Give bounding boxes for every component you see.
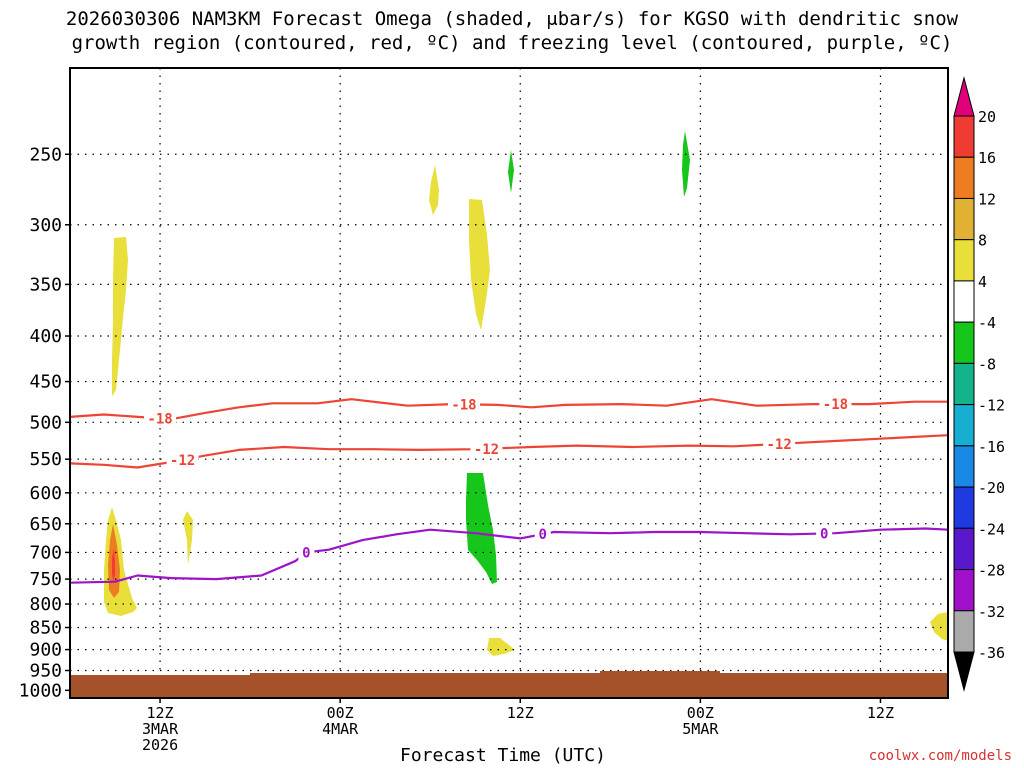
colorbar-tick-label: -8 bbox=[978, 355, 996, 373]
colorbar-tick-label: -32 bbox=[978, 603, 1005, 621]
colorbar-block bbox=[953, 404, 975, 447]
contour-label: -18 bbox=[451, 397, 476, 413]
colorbar-tick-label: -12 bbox=[978, 397, 1005, 415]
plot-background bbox=[70, 68, 948, 698]
contour-label: 0 bbox=[302, 545, 310, 561]
y-tick-label: 900 bbox=[29, 640, 62, 661]
y-tick-label: 550 bbox=[29, 449, 62, 470]
source-credit: coolwx.com/models bbox=[868, 748, 1012, 764]
colorbar-tick-label: 16 bbox=[978, 149, 996, 167]
colorbar-block bbox=[953, 362, 975, 406]
x-tick-label: 5MAR bbox=[682, 720, 719, 738]
colorbar-bottom-triangle bbox=[953, 651, 975, 692]
sinking-green-column bbox=[466, 473, 497, 584]
y-tick-label: 950 bbox=[29, 661, 62, 682]
contour-label-background bbox=[819, 396, 852, 413]
contour-label-background bbox=[534, 526, 551, 543]
colorbar-block bbox=[953, 527, 975, 571]
freezing-level-0 bbox=[70, 527, 948, 584]
y-tick-label: 350 bbox=[29, 274, 62, 295]
contour-label: -12 bbox=[474, 442, 499, 458]
y-tick-label: 400 bbox=[29, 326, 62, 347]
x-tick-label: 00Z bbox=[687, 704, 714, 722]
contour-label: 0 bbox=[820, 526, 828, 542]
y-tick-label: 500 bbox=[29, 412, 62, 433]
colorbar-top-triangle bbox=[953, 76, 975, 117]
y-axis: 2503003504004505005506006507007508008509… bbox=[19, 144, 70, 701]
colorbar-block bbox=[953, 610, 975, 653]
colorbar-block bbox=[953, 486, 975, 529]
contour-label-background bbox=[447, 396, 480, 413]
y-tick-label: 300 bbox=[29, 215, 62, 236]
colorbar-tick-label: -16 bbox=[978, 438, 1005, 456]
contour-label-background bbox=[298, 544, 315, 561]
colorbar-block bbox=[953, 197, 975, 241]
chart-title-line-2: growth region (contoured, red, ºC) and f… bbox=[71, 32, 953, 54]
colorbar-block bbox=[953, 445, 975, 488]
rising-yellow-thin-plume bbox=[183, 511, 193, 565]
colorbar-block bbox=[953, 321, 975, 364]
rising-yellow-right-edge-blob bbox=[930, 612, 948, 641]
colorbar: 20 16 12 8 4 -4 -8 -12 -16 -20 -24 -28 -32 -36 bbox=[953, 76, 1005, 692]
contour-label: -12 bbox=[170, 453, 195, 469]
y-tick-label: 750 bbox=[29, 569, 62, 590]
grid-lines bbox=[70, 68, 948, 698]
rising-yellow-mid-column bbox=[469, 199, 490, 330]
colorbar-block bbox=[953, 156, 975, 199]
y-tick-label: 650 bbox=[29, 514, 62, 535]
colorbar-tick-label: 20 bbox=[978, 108, 996, 126]
rising-red-core bbox=[112, 548, 115, 582]
sinking-green-sliver-1 bbox=[508, 150, 514, 193]
colorbar-block bbox=[953, 280, 975, 323]
x-tick-label: 00Z bbox=[327, 704, 354, 722]
colorbar-tick-label: 8 bbox=[978, 232, 987, 250]
colorbar-tick-label: -28 bbox=[978, 562, 1005, 580]
x-tick-label: 12Z bbox=[867, 704, 894, 722]
contour-label: -18 bbox=[147, 411, 172, 427]
y-tick-label: 700 bbox=[29, 542, 62, 563]
colorbar-block bbox=[953, 239, 975, 282]
contour-label: -12 bbox=[767, 437, 792, 453]
y-tick-label: 600 bbox=[29, 483, 62, 504]
colorbar-tick-label: 12 bbox=[978, 190, 996, 208]
contour-label-background bbox=[470, 440, 503, 457]
rising-yellow-plume-upper bbox=[112, 237, 128, 396]
colorbar-tick-label: 4 bbox=[978, 273, 987, 291]
y-tick-label: 800 bbox=[29, 594, 62, 615]
x-tick-label: 4MAR bbox=[322, 720, 359, 738]
contour-label-background bbox=[763, 435, 796, 452]
chart-title-line-1: 2026030306 NAM3KM Forecast Omega (shaded… bbox=[65, 8, 959, 30]
x-tick-label: 12Z bbox=[507, 704, 534, 722]
colorbar-tick-label: -24 bbox=[978, 520, 1005, 538]
contour-label-background bbox=[166, 451, 199, 468]
colorbar-tick-label: -20 bbox=[978, 479, 1005, 497]
colorbar-tick-label: -4 bbox=[978, 314, 996, 332]
x-tick-label: 3MAR bbox=[142, 720, 179, 738]
y-tick-label: 850 bbox=[29, 617, 62, 638]
omega-shading bbox=[104, 131, 948, 656]
contour-label-background bbox=[816, 525, 833, 542]
terrain-below-ground bbox=[70, 671, 948, 698]
rising-yellow-low-blob bbox=[487, 638, 515, 656]
plot-frame bbox=[69, 67, 949, 699]
y-tick-label: 1000 bbox=[19, 680, 62, 701]
colorbar-block bbox=[953, 569, 975, 612]
contour-labels: -18 -18 -18 -12 -12 -12 0 0 0 bbox=[144, 396, 852, 561]
y-tick-label: 250 bbox=[29, 144, 62, 165]
x-tick-label: 2026 bbox=[142, 736, 178, 754]
colorbar-block bbox=[953, 115, 975, 158]
colorbar-tick-label: -36 bbox=[978, 644, 1005, 662]
x-axis-label: Forecast Time (UTC) bbox=[400, 745, 606, 766]
sinking-green-sliver-2 bbox=[682, 131, 690, 197]
contour-label: -18 bbox=[823, 397, 848, 413]
rising-yellow-upper-blob bbox=[429, 165, 439, 215]
x-tick-label: 12Z bbox=[147, 704, 174, 722]
contour-label-background bbox=[144, 410, 177, 427]
y-tick-label: 450 bbox=[29, 372, 62, 393]
contour-label: 0 bbox=[539, 527, 547, 543]
